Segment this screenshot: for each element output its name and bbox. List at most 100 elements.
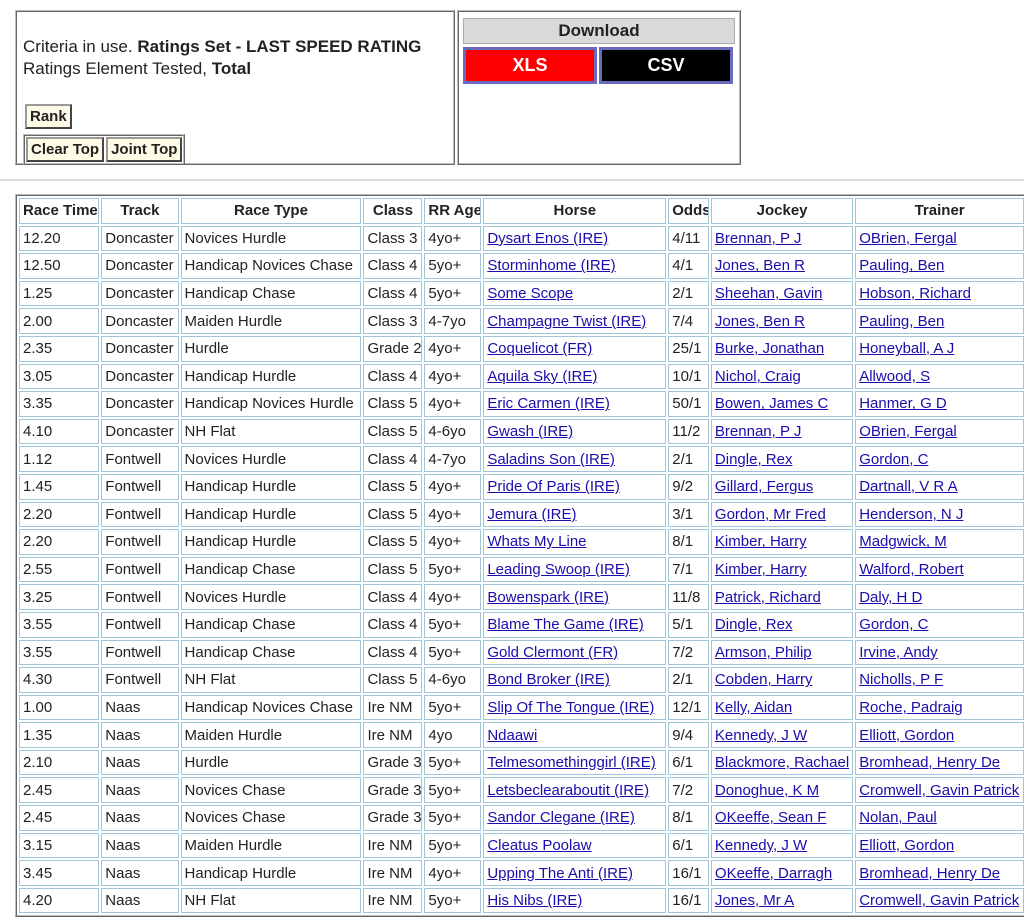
trainer-link[interactable]: Daly, H D [859,588,923,606]
table-cell: Ire NM [363,722,423,748]
horse-link[interactable]: Blame The Game (IRE) [487,616,644,634]
jockey-link[interactable]: Blackmore, Rachael [714,754,850,772]
jockey-link[interactable]: Kimber, Harry [714,533,807,551]
trainer-link[interactable]: Walford, Robert [859,561,964,579]
trainer-link[interactable]: Gordon, C [859,450,929,468]
trainer-link[interactable]: Madgwick, M [859,533,947,551]
joint-top-button[interactable]: Joint Top [106,137,183,162]
trainer-link[interactable]: Henderson, N J [859,505,964,523]
horse-link[interactable]: Dysart Enos (IRE) [487,229,609,247]
csv-button[interactable]: CSV [599,47,733,84]
jockey-link[interactable]: Donoghue, K M [714,781,820,799]
horse-link[interactable]: Letsbeclearaboutit (IRE) [487,781,650,799]
trainer-link[interactable]: Bromhead, Henry De [859,754,1001,772]
horse-link[interactable]: Whats My Line [487,533,587,551]
table-cell: 4yo [424,722,482,748]
jockey-link[interactable]: Armson, Philip [714,643,812,661]
jockey-link[interactable]: Jones, Ben R [714,257,805,275]
table-cell: 4yo+ [424,335,482,362]
jockey-link[interactable]: Jones, Ben R [714,312,805,330]
horse-link[interactable]: Gwash (IRE) [487,423,574,441]
table-cell: 2.20 [19,529,100,555]
trainer-link[interactable]: Irvine, Andy [859,643,938,661]
horse-link[interactable]: Eric Carmen (IRE) [487,395,610,413]
trainer-link[interactable]: Pauling, Ben [859,312,945,330]
horse-link[interactable]: Slip Of The Tongue (IRE) [487,698,655,716]
trainer-link[interactable]: Roche, Padraig [859,698,963,716]
table-cell: OKeeffe, Darragh [710,860,854,886]
trainer-link[interactable]: Honeyball, A J [859,340,955,358]
trainer-link[interactable]: Hobson, Richard [859,285,971,303]
trainer-link[interactable]: Dartnall, V R A [859,478,958,496]
table-cell: 4.10 [19,418,100,445]
horse-link[interactable]: Ndaawi [487,726,538,744]
horse-link[interactable]: Champagne Twist (IRE) [487,312,647,330]
jockey-link[interactable]: Gillard, Fergus [714,478,814,496]
horse-link[interactable]: His Nibs (IRE) [487,892,583,910]
trainer-link[interactable]: Cromwell, Gavin Patrick [859,892,1020,910]
trainer-link[interactable]: Allwood, S [859,367,931,385]
jockey-link[interactable]: OKeeffe, Sean F [714,809,827,827]
horse-link[interactable]: Gold Clermont (FR) [487,643,619,661]
trainer-link[interactable]: Elliott, Gordon [859,726,955,744]
jockey-link[interactable]: Patrick, Richard [714,588,821,606]
table-cell: Doncaster [101,418,179,445]
trainer-link[interactable]: Cromwell, Gavin Patrick [859,781,1020,799]
table-cell: Class 4 [363,253,423,279]
table-cell: 8/1 [668,529,709,555]
table-cell: Class 4 [363,363,423,390]
table-cell: 16/1 [668,887,709,914]
trainer-link[interactable]: Elliott, Gordon [859,836,955,854]
horse-link[interactable]: Storminhome (IRE) [487,257,616,275]
jockey-link[interactable]: Kennedy, J W [714,726,808,744]
horse-link[interactable]: Cleatus Poolaw [487,836,592,854]
trainer-link[interactable]: Bromhead, Henry De [859,864,1001,882]
jockey-link[interactable]: Brennan, P J [714,423,802,441]
xls-button[interactable]: XLS [463,47,597,84]
jockey-link[interactable]: Kelly, Aidan [714,698,793,716]
table-cell: NH Flat [180,667,362,693]
trainer-link[interactable]: Gordon, C [859,616,929,634]
download-panel: Download XLS CSV [457,10,741,165]
jockey-link[interactable]: Brennan, P J [714,229,802,247]
jockey-link[interactable]: Kennedy, J W [714,836,808,854]
jockey-link[interactable]: Cobden, Harry [714,671,813,689]
trainer-link[interactable]: Pauling, Ben [859,257,945,275]
horse-link[interactable]: Aquila Sky (IRE) [487,367,598,385]
jockey-link[interactable]: Jones, Mr A [714,892,795,910]
horse-link[interactable]: Telmesomethinggirl (IRE) [487,754,656,772]
table-row: 3.55 Fontwell Handicap Chase Class 4 5yo+ Bla… [19,611,1024,638]
table-row: 1.25 Doncaster Handicap Chase Class 4 5yo+ So… [19,280,1024,307]
table-cell: Ire NM [363,860,423,886]
trainer-link[interactable]: OBrien, Fergal [859,229,957,247]
trainer-link[interactable]: Nolan, Paul [859,809,937,827]
jockey-link[interactable]: Sheehan, Gavin [714,285,823,303]
horse-link[interactable]: Pride Of Paris (IRE) [487,478,620,496]
jockey-link[interactable]: Dingle, Rex [714,450,793,468]
horse-link[interactable]: Leading Swoop (IRE) [487,561,630,579]
jockey-link[interactable]: OKeeffe, Darragh [714,864,833,882]
horse-link[interactable]: Bond Broker (IRE) [487,671,610,689]
jockey-link[interactable]: Kimber, Harry [714,561,807,579]
trainer-link[interactable]: Hanmer, G D [859,395,947,413]
horse-link[interactable]: Saladins Son (IRE) [487,450,615,468]
jockey-link[interactable]: Nichol, Craig [714,367,801,385]
horse-link[interactable]: Some Scope [487,285,574,303]
horse-link[interactable]: Bowenspark (IRE) [487,588,610,606]
jockey-link[interactable]: Gordon, Mr Fred [714,505,826,523]
jockey-link[interactable]: Dingle, Rex [714,616,793,634]
table-cell: 25/1 [668,335,709,362]
horse-link[interactable]: Upping The Anti (IRE) [487,864,633,882]
jockey-link[interactable]: Bowen, James C [714,395,829,413]
clear-top-button[interactable]: Clear Top [26,137,105,162]
horse-link[interactable]: Sandor Clegane (IRE) [487,809,635,827]
horse-link[interactable]: Jemura (IRE) [487,505,577,523]
jockey-link[interactable]: Burke, Jonathan [714,340,825,358]
table-cell: Jones, Ben R [710,308,854,334]
trainer-link[interactable]: OBrien, Fergal [859,423,957,441]
horse-link[interactable]: Coquelicot (FR) [487,340,593,358]
rank-button[interactable]: Rank [25,104,72,129]
table-cell: Coquelicot (FR) [483,335,667,362]
trainer-link[interactable]: Nicholls, P F [859,671,944,689]
table-cell: Doncaster [101,253,179,279]
